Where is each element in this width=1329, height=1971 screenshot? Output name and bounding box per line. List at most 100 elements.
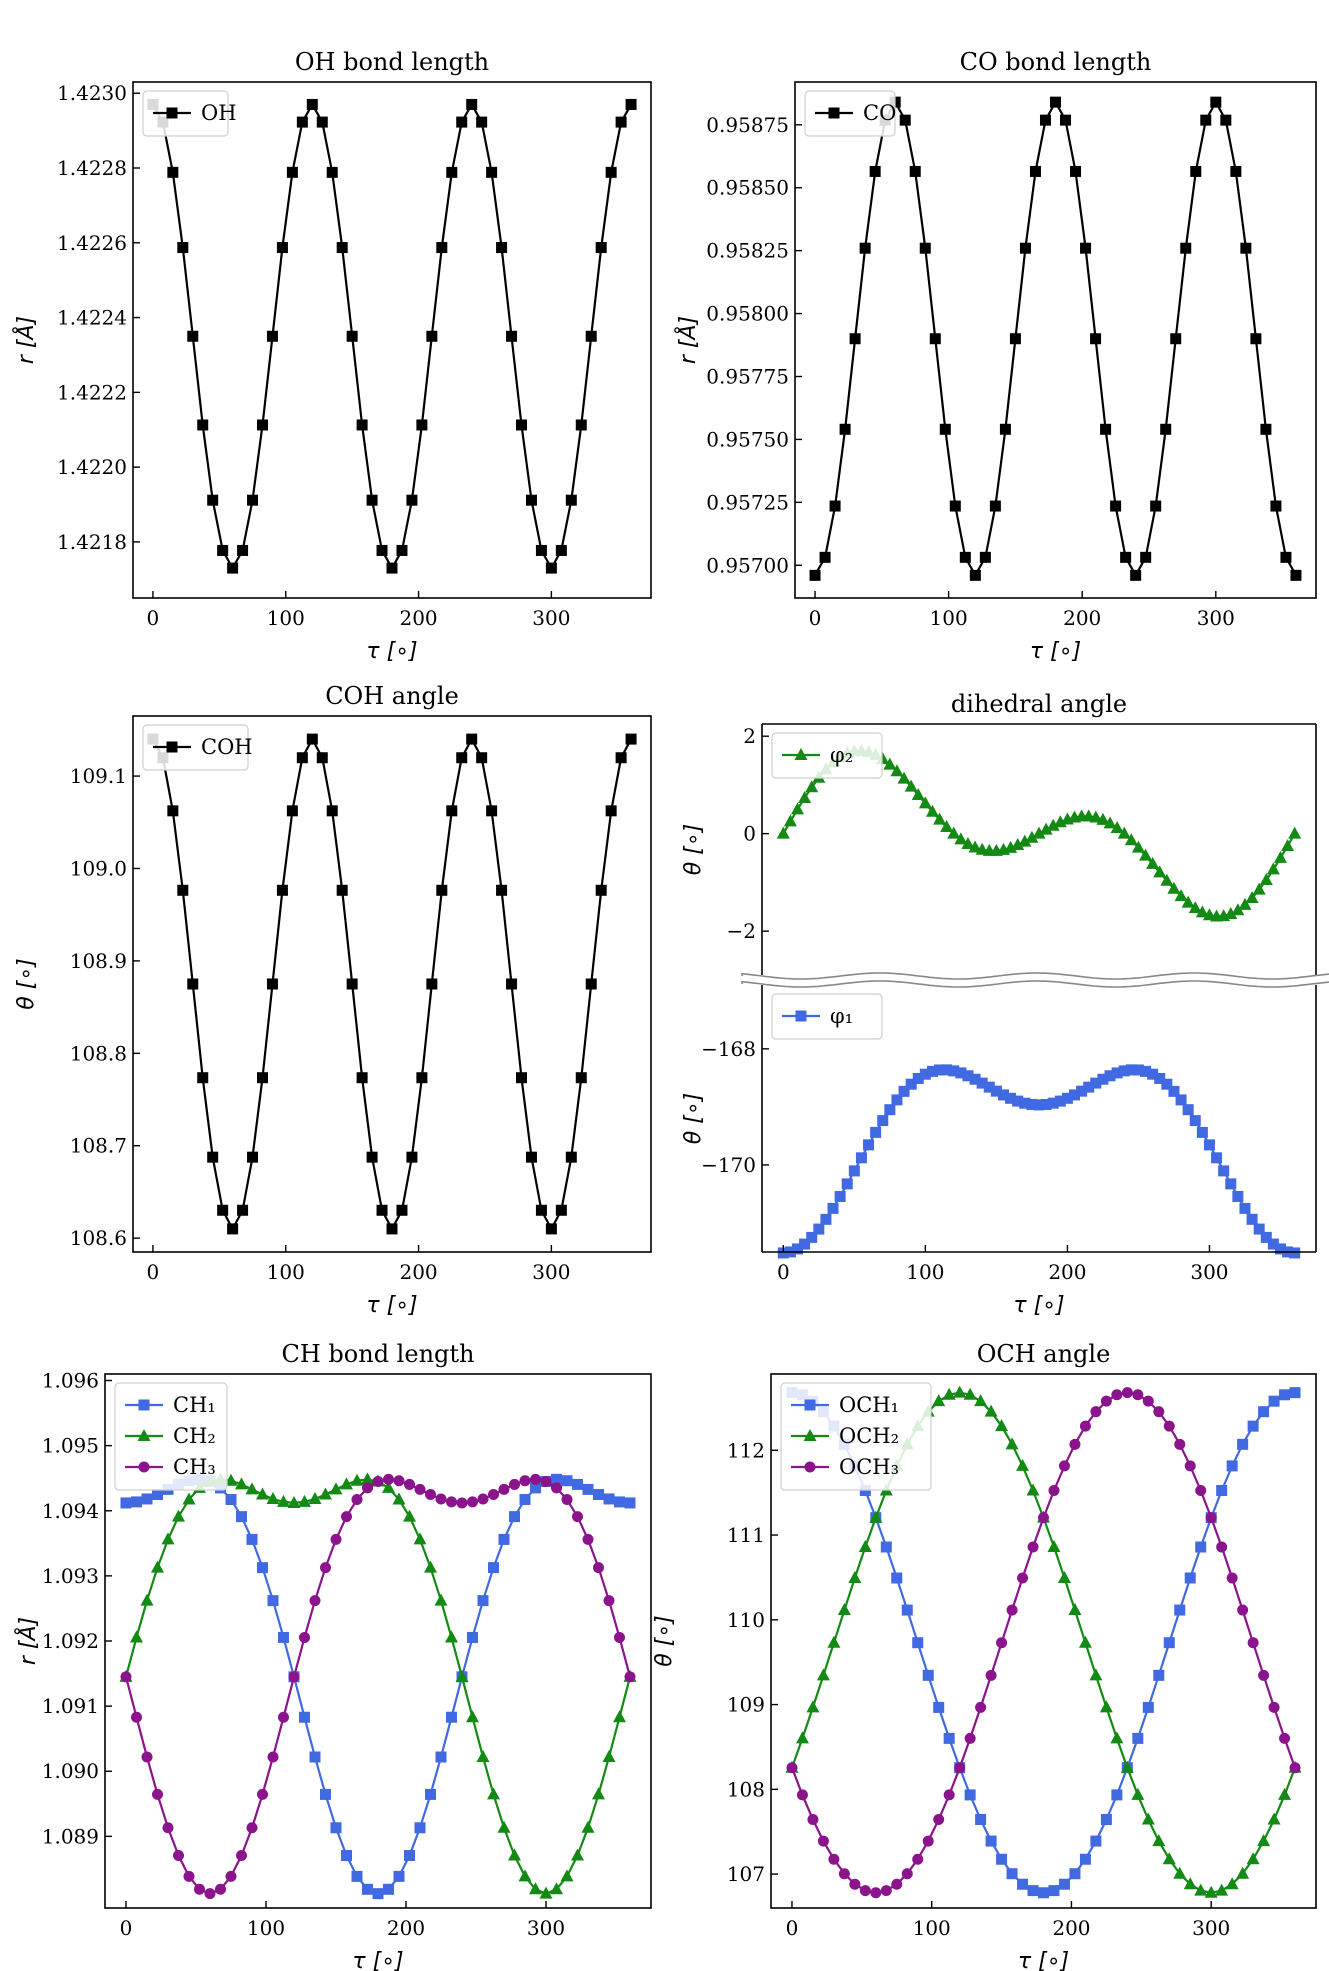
data-point-1-40 bbox=[539, 1886, 553, 1899]
data-point-0-29 bbox=[425, 1788, 436, 1800]
legend-label: CH₂ bbox=[173, 1424, 216, 1448]
legend-label: OCH₂ bbox=[839, 1424, 899, 1448]
y-tick-label: 110 bbox=[727, 1608, 765, 1632]
data-point-2-29 bbox=[1090, 1406, 1102, 1418]
data-point-0-11 bbox=[257, 1072, 268, 1084]
data-point-2-6 bbox=[183, 1870, 195, 1882]
data-point-0-15 bbox=[296, 116, 308, 128]
legend-box bbox=[142, 724, 249, 771]
data-point-0-7 bbox=[217, 1204, 229, 1216]
plot-frame bbox=[770, 1373, 1317, 1909]
data-point-2-48 bbox=[1289, 1762, 1301, 1774]
chart-title: COH angle bbox=[325, 682, 459, 710]
x-tick-label: 0 bbox=[147, 1260, 160, 1284]
data-point-1-0-45 bbox=[1097, 1073, 1109, 1085]
data-point-0-3 bbox=[152, 1489, 163, 1501]
data-point-0-35 bbox=[496, 884, 508, 896]
data-point-0-21 bbox=[356, 1072, 368, 1084]
data-point-0-27 bbox=[404, 1850, 415, 1862]
data-point-0-13 bbox=[276, 242, 288, 254]
data-point-0-12 bbox=[929, 333, 941, 345]
data-point-0-27 bbox=[1069, 1868, 1081, 1880]
data-point-0-21 bbox=[341, 1850, 352, 1862]
y-tick-label: 1.4226 bbox=[57, 231, 127, 255]
data-point-0-43 bbox=[1240, 242, 1252, 254]
data-point-2-19 bbox=[985, 1669, 997, 1681]
data-point-2-39 bbox=[1195, 1484, 1207, 1496]
data-point-0-23 bbox=[1027, 1885, 1039, 1897]
axis-break-mark bbox=[741, 972, 1329, 980]
data-point-1-0-43 bbox=[1083, 1081, 1095, 1093]
data-point-0-19 bbox=[336, 242, 348, 254]
data-point-0-0-54 bbox=[1160, 873, 1174, 886]
data-point-1-29 bbox=[424, 1560, 437, 1573]
data-point-2-40 bbox=[540, 1475, 552, 1487]
data-point-2-20 bbox=[330, 1533, 342, 1545]
y-tick-label: 1.4218 bbox=[57, 530, 127, 554]
data-point-0-22 bbox=[1029, 165, 1041, 177]
data-point-0-17 bbox=[964, 1789, 976, 1801]
data-point-0-0-26 bbox=[961, 836, 975, 849]
data-point-1-19 bbox=[984, 1404, 998, 1417]
data-point-1-12 bbox=[245, 1482, 259, 1495]
chart-title: CH bond length bbox=[282, 1340, 475, 1368]
data-point-1-19 bbox=[319, 1487, 332, 1500]
y-tick-label: 1.093 bbox=[42, 1564, 99, 1588]
data-point-0-0-18 bbox=[904, 779, 918, 792]
x-tick-label: 0 bbox=[777, 1260, 790, 1284]
legend-label: CO bbox=[863, 101, 896, 125]
data-point-2-31 bbox=[446, 1496, 457, 1508]
data-point-1-30 bbox=[434, 1593, 448, 1606]
data-point-0-0-65 bbox=[1238, 897, 1252, 910]
data-point-0-44 bbox=[1250, 333, 1262, 345]
chart-title: OCH angle bbox=[977, 1340, 1111, 1368]
data-point-1-42 bbox=[1225, 1877, 1239, 1890]
data-point-0-0-58 bbox=[1188, 901, 1202, 914]
data-point-1-0-26 bbox=[962, 1070, 974, 1082]
data-point-0-42 bbox=[565, 494, 577, 506]
legend-marker bbox=[828, 107, 840, 119]
x-tick-label: 0 bbox=[786, 1916, 799, 1940]
series-line-0 bbox=[151, 102, 633, 571]
data-point-0-2 bbox=[141, 1493, 153, 1505]
x-tick-label: 200 bbox=[399, 1260, 437, 1284]
data-point-1-15 bbox=[277, 1494, 290, 1507]
data-point-0-13 bbox=[257, 1562, 268, 1574]
data-point-0-4 bbox=[187, 330, 199, 342]
data-point-1-0-37 bbox=[1040, 1098, 1052, 1110]
legend-marker bbox=[794, 748, 808, 760]
y-tick-label: 1.092 bbox=[42, 1629, 99, 1653]
data-point-1-40 bbox=[1204, 1885, 1218, 1898]
data-point-0-36 bbox=[1163, 1637, 1175, 1649]
y-tick-label: 1.4230 bbox=[57, 81, 127, 105]
data-point-1-0-4 bbox=[806, 1231, 818, 1243]
data-point-2-34 bbox=[477, 1493, 489, 1505]
data-point-0-18 bbox=[989, 500, 1001, 512]
data-point-2-30 bbox=[435, 1493, 447, 1505]
data-point-1-47 bbox=[1278, 1787, 1292, 1800]
data-point-0-14 bbox=[949, 500, 961, 512]
data-point-2-19 bbox=[320, 1562, 331, 1574]
data-point-2-2 bbox=[807, 1814, 819, 1826]
x-tick-label: 300 bbox=[1192, 1916, 1230, 1940]
data-point-0-24 bbox=[1038, 1887, 1049, 1899]
data-point-0-3 bbox=[839, 423, 851, 435]
data-point-2-38 bbox=[1184, 1460, 1196, 1472]
data-point-0-5 bbox=[859, 242, 871, 254]
data-point-1-17 bbox=[963, 1387, 977, 1400]
x-axis-label: τ [∘] bbox=[366, 1293, 417, 1318]
legend-marker bbox=[803, 1429, 817, 1441]
data-point-2-30 bbox=[1100, 1395, 1112, 1407]
data-point-0-3 bbox=[177, 884, 189, 896]
x-axis-label: τ [∘] bbox=[1018, 1949, 1069, 1971]
data-point-2-18 bbox=[975, 1701, 987, 1713]
data-point-0-43 bbox=[572, 1478, 583, 1490]
data-point-2-43 bbox=[1237, 1604, 1249, 1616]
data-point-2-12 bbox=[246, 1822, 258, 1834]
y-tick-label: 108 bbox=[727, 1777, 765, 1801]
data-point-0-32 bbox=[466, 733, 478, 745]
data-point-0-12 bbox=[266, 978, 278, 990]
data-point-0-28 bbox=[426, 978, 438, 990]
data-point-0-0-66 bbox=[1245, 890, 1259, 903]
